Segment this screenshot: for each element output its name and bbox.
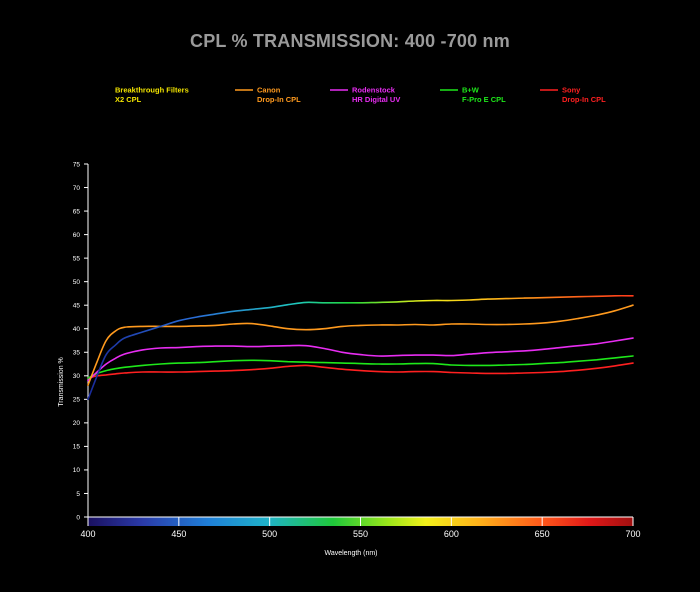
legend-sublabel: HR Digital UV	[352, 95, 400, 104]
legend-label: B+W	[462, 86, 480, 95]
series-line-0	[87, 294, 634, 401]
y-tick-label: 65	[73, 208, 81, 215]
y-tick-label: 30	[73, 373, 81, 380]
y-tick-label: 35	[73, 350, 81, 357]
y-tick-label: 50	[73, 279, 81, 286]
series-line-1	[87, 304, 634, 386]
y-tick-label: 75	[73, 161, 81, 168]
y-tick-label: 70	[73, 185, 81, 192]
x-tick-label: 550	[353, 529, 368, 539]
series-line-4	[87, 362, 634, 379]
series-line-3	[87, 355, 634, 379]
x-tick-label: 500	[262, 529, 277, 539]
legend-sublabel: X2 CPL	[115, 95, 142, 104]
legend-label: Rodenstock	[352, 86, 396, 95]
y-tick-label: 45	[73, 303, 81, 310]
x-tick-label: 650	[535, 529, 550, 539]
y-axis-ticks: 0 5 10 15 20 25 30 35 40 45 50 55 60 65 70 75	[73, 161, 88, 521]
y-tick-label: 10	[73, 467, 81, 474]
legend-sublabel: Drop-In CPL	[562, 95, 606, 104]
x-axis-ticks: 400 450 500 550 600 650 700	[80, 517, 641, 539]
x-tick-label: 400	[80, 529, 95, 539]
y-tick-label: 0	[76, 514, 80, 521]
y-tick-label: 25	[73, 397, 81, 404]
legend-item-3: B+WF-Pro E CPL	[440, 86, 506, 104]
y-tick-label: 15	[73, 444, 81, 451]
y-axis-label: Transmission %	[58, 357, 65, 407]
y-tick-label: 5	[76, 491, 80, 498]
series-line-2	[87, 337, 634, 382]
series-lines	[87, 294, 634, 401]
chart-title: CPL % TRANSMISSION: 400 -700 nm	[190, 31, 510, 51]
legend-sublabel: Drop-In CPL	[257, 95, 301, 104]
x-axis-label: Wavelength (nm)	[324, 550, 377, 557]
plot-area: 0 5 10 15 20 25 30 35 40 45 50 55 60 65 70 75 400 450 500…	[73, 161, 641, 539]
x-tick-label: 450	[171, 529, 186, 539]
legend-label: Breakthrough Filters	[115, 86, 189, 95]
x-tick-label: 700	[625, 529, 640, 539]
y-tick-label: 20	[73, 420, 81, 427]
legend-sublabel: F-Pro E CPL	[462, 95, 506, 104]
y-tick-label: 60	[73, 232, 81, 239]
legend-label: Canon	[257, 86, 281, 95]
legend-label: Sony	[562, 86, 581, 95]
x-tick-label: 600	[444, 529, 459, 539]
y-tick-label: 55	[73, 255, 81, 262]
y-tick-label: 40	[73, 326, 81, 333]
